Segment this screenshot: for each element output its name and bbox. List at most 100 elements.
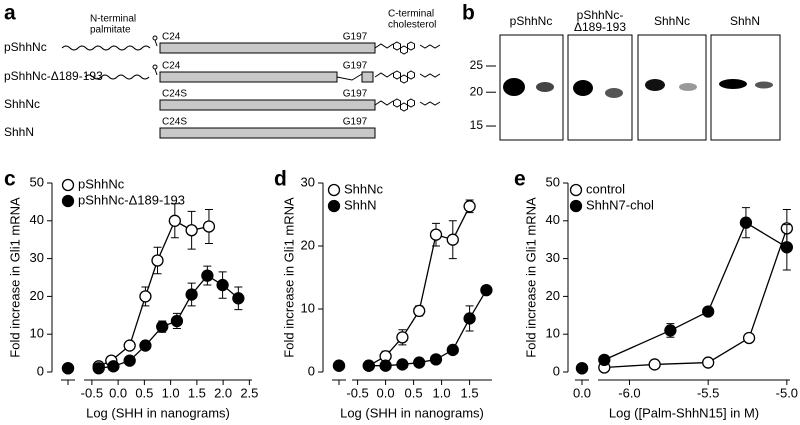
diagram-note: N-terminal xyxy=(90,14,136,25)
x-tick-label: -6.0 xyxy=(618,385,640,400)
x-axis-label: Log ([Palm-ShhN15] in M) xyxy=(609,405,759,420)
x-tick-label: -0.5 xyxy=(346,385,368,400)
data-point xyxy=(216,278,229,292)
y-axis-label: Fold increase in Gli1 mRNA xyxy=(281,197,296,358)
x-tick-label: 1.5 xyxy=(461,385,479,400)
data-point xyxy=(232,292,245,305)
y-tick-label: 30 xyxy=(301,174,315,189)
data-point xyxy=(202,220,216,233)
lane-label: pShhNc xyxy=(510,14,553,28)
x-tick-label: 0.5 xyxy=(135,385,153,400)
series-line xyxy=(604,221,788,361)
data-point xyxy=(123,354,136,367)
data-point xyxy=(413,304,426,318)
data-point xyxy=(379,359,392,372)
marker-label: 25 xyxy=(470,58,484,72)
panel-label: a xyxy=(4,2,16,25)
data-point xyxy=(598,353,611,367)
data-point xyxy=(156,320,169,333)
series-line xyxy=(368,206,471,367)
data-point xyxy=(201,269,214,282)
series-line xyxy=(604,228,788,369)
data-point xyxy=(480,283,493,297)
x-tick-label: 1.5 xyxy=(188,385,206,400)
data-point xyxy=(429,353,443,366)
diagram-note: C-terminal xyxy=(388,9,434,20)
lane-label: Δ189-193 xyxy=(574,20,626,34)
legend-marker xyxy=(569,183,583,197)
control-point xyxy=(61,362,75,375)
residue-label: C24S xyxy=(162,89,187,100)
data-point xyxy=(168,214,181,227)
series-line xyxy=(98,274,239,369)
data-point xyxy=(139,290,152,303)
data-point xyxy=(185,288,198,301)
y-tick-label: 0 xyxy=(37,363,44,378)
lane-label: ShhN xyxy=(730,14,760,28)
x-tick-label: 0.0 xyxy=(109,385,127,400)
y-tick-label: 30 xyxy=(30,250,44,265)
control-point xyxy=(575,362,589,375)
legend-label: pShhNc xyxy=(78,176,125,191)
x-tick-label: -5.5 xyxy=(697,385,719,400)
diagram-note: palmitate xyxy=(90,25,131,36)
data-point xyxy=(185,224,198,237)
y-tick-label: 20 xyxy=(30,288,44,303)
data-point xyxy=(739,216,753,229)
lane-label: ShhNc xyxy=(654,14,690,28)
legend-label: pShhNc-Δ189-193 xyxy=(78,192,185,207)
x-tick-label: 0.5 xyxy=(405,385,423,400)
diagram-art xyxy=(61,35,441,139)
y-tick-label: 10 xyxy=(30,326,44,341)
data-point xyxy=(463,200,476,213)
marker-label: 15 xyxy=(470,118,484,132)
legend-label: ShhN7-chol xyxy=(586,197,654,212)
y-tick-label: 10 xyxy=(301,300,315,315)
y-tick-label: 0 xyxy=(308,363,315,378)
y-tick-label: 10 xyxy=(546,326,560,341)
y-tick-label: 30 xyxy=(546,250,560,265)
data-point xyxy=(429,228,443,241)
y-tick-label: 50 xyxy=(30,174,44,189)
residue-label: C24S xyxy=(162,117,187,128)
data-point xyxy=(107,360,120,373)
legend-marker xyxy=(61,194,75,208)
data-point xyxy=(446,233,459,246)
control-point xyxy=(332,359,346,372)
x-tick-label: 2.5 xyxy=(240,385,258,400)
construct-name: pShhNc-Δ189-193 xyxy=(4,69,103,83)
x-axis-label: Log (SHH in nanograms) xyxy=(86,405,230,420)
residue-label: G197 xyxy=(343,32,368,43)
construct-name: ShhNc xyxy=(4,97,40,111)
residue-label: G197 xyxy=(343,61,368,72)
y-tick-label: 50 xyxy=(546,174,560,189)
y-tick-label: 20 xyxy=(546,288,560,303)
x-tick-label: 0.0 xyxy=(573,385,591,400)
data-point xyxy=(702,356,715,369)
residue-label: G197 xyxy=(343,89,368,100)
data-point xyxy=(648,358,661,371)
y-axis-label: Fold increase in Gli1 mRNA xyxy=(7,197,22,358)
data-point xyxy=(780,241,794,254)
panel-label: b xyxy=(462,2,475,25)
x-tick-label: 1.0 xyxy=(162,385,180,400)
x-tick-label: 1.0 xyxy=(433,385,451,400)
legend-marker xyxy=(327,183,341,197)
y-axis-label: Fold increase in Gli1 mRNA xyxy=(523,197,538,358)
x-tick-label: 2.0 xyxy=(214,385,232,400)
y-tick-label: 40 xyxy=(546,212,560,227)
x-axis-label: Log (SHH in nanograms) xyxy=(340,405,484,420)
marker-label: 20 xyxy=(470,84,484,98)
legend-marker xyxy=(327,199,341,213)
legend-label: ShhNc xyxy=(344,181,384,196)
legend-marker xyxy=(569,199,583,213)
cholesterol-icons xyxy=(393,41,415,112)
blot-art xyxy=(499,34,781,141)
diagram-note: cholesterol xyxy=(388,20,436,31)
residue-label: C24 xyxy=(162,32,181,43)
construct-name: ShhN xyxy=(4,125,34,139)
data-point xyxy=(413,356,426,369)
residue-label: G197 xyxy=(343,117,368,128)
legend-label: ShhN xyxy=(344,197,377,212)
